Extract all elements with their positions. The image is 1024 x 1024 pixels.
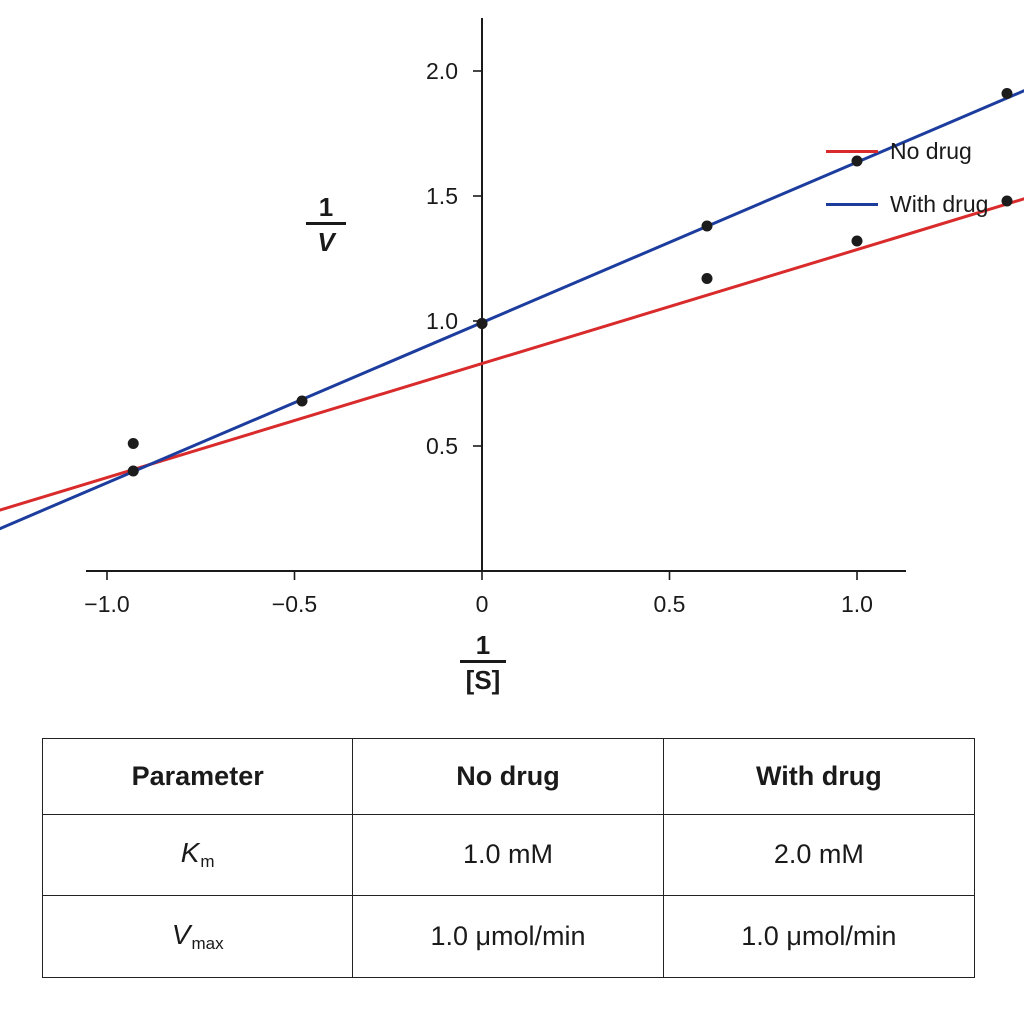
x-tick-label: −1.0 xyxy=(84,591,129,617)
data-point-no-drug xyxy=(1001,195,1013,207)
y-axis-label-fraction-bar xyxy=(306,222,346,225)
legend-item-no-drug: No drug xyxy=(826,138,972,165)
data-point-no-drug xyxy=(127,438,139,449)
data-point-no-drug xyxy=(701,273,713,284)
table-cell-with-drug: 1.0 μmol/min xyxy=(662,895,976,978)
table-row: Km 1.0 mM 2.0 mM xyxy=(41,813,976,897)
y-tick-label: 0.5 xyxy=(426,433,458,459)
data-point-with-drug xyxy=(296,395,308,407)
table-cell-no-drug: 1.0 mM xyxy=(352,813,664,897)
x-tick-label: 0.5 xyxy=(654,591,686,617)
table-row: Vmax 1.0 μmol/min 1.0 μmol/min xyxy=(41,895,976,978)
x-tick-label: −0.5 xyxy=(272,591,317,617)
x-axis-label-numerator: 1 xyxy=(475,630,491,660)
x-axis-label-denominator: [S] xyxy=(465,665,501,695)
table-cell-with-drug: 2.0 mM xyxy=(662,813,976,897)
table-cell-parameter: Km xyxy=(41,813,354,897)
table-header-parameter: Parameter xyxy=(41,738,354,815)
legend-swatch-with-drug xyxy=(826,203,878,206)
x-axis-label: 1 [S] xyxy=(460,630,506,695)
y-tick-label: 1.0 xyxy=(426,308,458,334)
y-tick-label: 1.5 xyxy=(426,183,458,209)
series-line-with-drug xyxy=(0,89,1024,531)
x-tick-label: 1.0 xyxy=(841,591,873,617)
y-axis-label-denominator: V xyxy=(317,227,335,257)
data-point-with-drug xyxy=(701,220,713,232)
data-point-no-drug xyxy=(851,235,863,247)
y-tick-label: 2.0 xyxy=(426,58,458,84)
y-axis-label: 1 V xyxy=(306,192,346,257)
x-axis-label-fraction-bar xyxy=(460,660,506,663)
table-header-row: Parameter No drug With drug xyxy=(41,738,976,815)
parameter-subscript: max xyxy=(191,934,224,954)
parameter-symbol: V xyxy=(171,919,191,951)
y-axis-label-numerator: 1 xyxy=(318,192,334,222)
data-point-with-drug xyxy=(127,465,139,477)
kinetic-parameters-table: Parameter No drug With drug Km 1.0 mM 2.… xyxy=(41,738,976,978)
table-cell-no-drug: 1.0 μmol/min xyxy=(352,895,664,978)
data-point-with-drug xyxy=(476,318,488,329)
legend-item-with-drug: With drug xyxy=(826,191,988,218)
parameter-subscript: m xyxy=(200,852,215,872)
parameter-symbol: K xyxy=(180,837,200,869)
table-header-with-drug: With drug xyxy=(662,738,976,815)
legend-label-with-drug: With drug xyxy=(890,191,989,217)
data-point-with-drug xyxy=(851,155,863,167)
data-point-with-drug xyxy=(1001,88,1013,99)
lineweaver-burk-plot: −2.0−1.5−1.0−0.500.51.01.52.00.51.01.52.… xyxy=(0,18,1024,617)
legend-label-no-drug: No drug xyxy=(890,138,972,164)
legend-swatch-no-drug xyxy=(826,150,878,153)
x-tick-label: 0 xyxy=(476,591,489,617)
table-cell-parameter: Vmax xyxy=(41,895,354,978)
table-header-no-drug: No drug xyxy=(352,738,664,815)
series-line-no-drug xyxy=(0,197,1024,512)
